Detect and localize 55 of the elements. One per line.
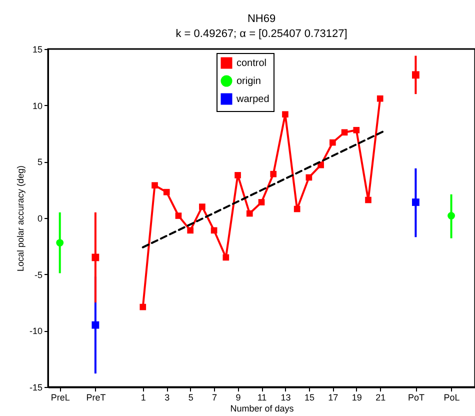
chart-title: NH69	[247, 13, 276, 25]
x-axis-title: Number of days	[230, 404, 294, 414]
x-tick-label: 17	[328, 392, 338, 402]
point	[234, 172, 241, 178]
x-tick-label: 13	[280, 392, 291, 402]
x-tick-label: 19	[352, 392, 362, 402]
point	[140, 304, 146, 310]
point	[92, 321, 100, 329]
point	[306, 174, 312, 181]
legend-label: origin	[236, 76, 261, 87]
legend-label: control	[236, 58, 267, 69]
y-tick-label: -5	[34, 270, 42, 280]
x-tick-label: PoT	[408, 392, 425, 402]
y-tick-label: -10	[29, 326, 42, 336]
x-tick-label: PoL	[444, 392, 460, 402]
point	[282, 111, 288, 118]
point	[412, 198, 420, 206]
point	[152, 182, 158, 188]
point	[199, 204, 206, 210]
y-tick-label: 10	[32, 100, 42, 111]
point	[175, 212, 182, 219]
x-tick-label: 9	[236, 392, 241, 402]
point	[341, 129, 348, 136]
x-tick-label: 11	[257, 392, 267, 402]
y-tick-label: 5	[37, 157, 42, 168]
point	[365, 196, 372, 204]
x-tick-label: 1	[140, 392, 146, 402]
point	[448, 212, 455, 220]
point	[222, 254, 230, 261]
point	[412, 71, 420, 79]
point	[376, 95, 384, 102]
x-tick-label: 15	[304, 392, 314, 402]
chart-subtitle: k = 0.49267; α = [0.25407 0.73127]	[176, 28, 348, 40]
x-tick-label: 7	[212, 392, 218, 402]
point	[210, 227, 218, 234]
y-tick-label: 15	[32, 44, 42, 54]
point	[353, 126, 360, 134]
y-tick-label: -15	[29, 382, 42, 392]
point	[56, 239, 64, 246]
x-tick-label: 5	[188, 392, 194, 402]
point	[92, 254, 100, 262]
point	[163, 188, 170, 196]
x-tick-label: PreL	[50, 392, 70, 402]
point	[258, 199, 265, 206]
point	[187, 227, 194, 234]
y-axis-title: Local polar accuracy (deg)	[15, 165, 26, 272]
point	[330, 139, 336, 146]
point	[294, 206, 300, 212]
x-tick-label: 3	[164, 392, 170, 402]
x-tick-label: PreT	[86, 392, 106, 402]
point	[270, 170, 277, 178]
x-tick-label: 21	[376, 392, 386, 402]
legend-label: warped	[236, 94, 270, 105]
point	[246, 210, 253, 217]
y-tick-label: 0	[37, 214, 42, 224]
